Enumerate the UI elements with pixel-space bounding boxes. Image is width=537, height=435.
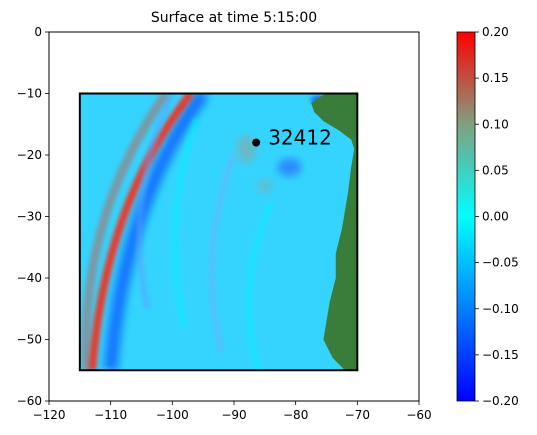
y-tick-label: −20 [17, 148, 42, 162]
ripple-1 [171, 117, 200, 328]
colorbar [456, 31, 476, 402]
colorbar-tick-label: 0.20 [482, 25, 509, 39]
gauge-label: 32412 [268, 126, 332, 150]
patch-a [236, 134, 257, 163]
x-tick-label: −70 [345, 408, 370, 422]
x-tick-label: −110 [94, 408, 127, 422]
ripple-2 [208, 153, 237, 353]
colorbar-tick-label: −0.10 [482, 302, 519, 316]
domain-box [78, 92, 359, 372]
colorbar-tick-label: 0.05 [482, 163, 509, 177]
blue-patch-a [277, 158, 302, 177]
y-tick-label: −10 [17, 87, 42, 101]
y-axis: 0 −10 −20 −30 −40 −50 −60 [17, 25, 49, 408]
x-axis: −120 −110 −100 −90 −80 −70 −60 [33, 401, 432, 422]
outer-band [81, 93, 170, 371]
colorbar-tick-label: 0.15 [482, 71, 509, 85]
y-tick-label: −30 [17, 210, 42, 224]
x-tick-label: −80 [283, 408, 308, 422]
gauge-dot [252, 138, 261, 147]
colorbar-tick-label: −0.20 [482, 394, 519, 408]
colorbar-tick-label: −0.05 [482, 256, 519, 270]
y-tick-label: −60 [17, 394, 42, 408]
colorbar-tick-label: 0.00 [482, 210, 509, 224]
surface-field [79, 93, 358, 371]
colorbar-tick-label: 0.10 [482, 117, 509, 131]
x-tick-label: −100 [156, 408, 189, 422]
y-tick-label: 0 [34, 25, 42, 39]
y-tick-label: −50 [17, 333, 42, 347]
ripple-0 [136, 93, 176, 310]
x-tick-label: −120 [33, 408, 66, 422]
ripple-3 [245, 202, 274, 371]
patch-b [256, 178, 273, 193]
colorbar-tick-label: −0.15 [482, 348, 519, 362]
land [311, 93, 358, 371]
wave-front [88, 93, 194, 371]
chart-title: Surface at time 5:15:00 [151, 10, 317, 26]
gauge-marker: 32412 [252, 126, 332, 150]
y-tick-label: −40 [17, 271, 42, 285]
x-tick-label: −90 [221, 408, 246, 422]
x-tick-label: −60 [406, 408, 431, 422]
colorbar-axis: 0.20 0.15 0.10 0.05 0.00 −0.05 −0.10 −0.15 −0.20 [475, 25, 519, 408]
